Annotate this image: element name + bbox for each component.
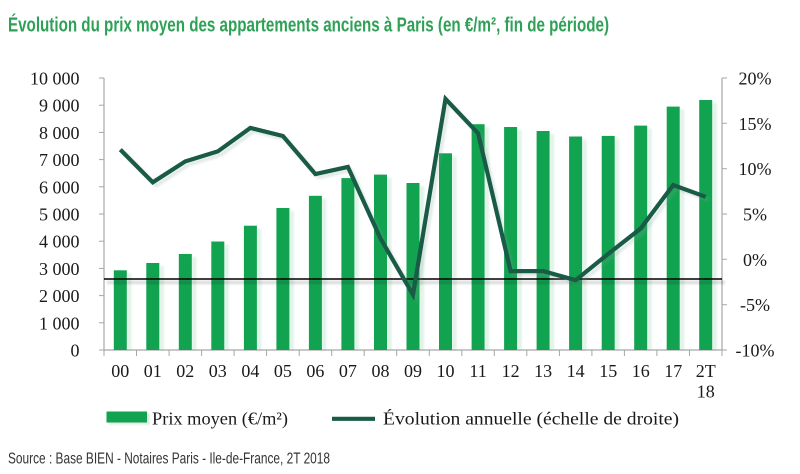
svg-text:2 000: 2 000 <box>39 286 80 306</box>
svg-text:09: 09 <box>404 361 422 381</box>
svg-text:5 000: 5 000 <box>39 205 80 225</box>
svg-text:06: 06 <box>306 361 324 381</box>
svg-text:08: 08 <box>372 361 390 381</box>
svg-text:-10%: -10% <box>736 341 775 361</box>
svg-text:00: 00 <box>111 361 129 381</box>
svg-text:Évolution annuelle (échelle de: Évolution annuelle (échelle de droite) <box>383 408 679 430</box>
svg-text:05: 05 <box>274 361 292 381</box>
svg-text:17: 17 <box>664 361 682 381</box>
svg-text:07: 07 <box>339 361 357 381</box>
svg-text:1 000: 1 000 <box>39 313 80 333</box>
svg-text:03: 03 <box>209 361 227 381</box>
svg-text:0: 0 <box>71 341 80 361</box>
svg-text:8 000: 8 000 <box>39 123 80 143</box>
svg-text:02: 02 <box>176 361 194 381</box>
svg-text:5%: 5% <box>743 205 767 225</box>
svg-text:10%: 10% <box>739 159 772 179</box>
svg-text:15: 15 <box>599 361 617 381</box>
svg-text:7 000: 7 000 <box>39 150 80 170</box>
svg-text:15%: 15% <box>739 114 772 134</box>
svg-text:Source : Base BIEN - Notaires: Source : Base BIEN - Notaires Paris - Il… <box>8 451 330 468</box>
svg-text:10: 10 <box>437 361 455 381</box>
svg-text:0%: 0% <box>743 250 767 270</box>
svg-text:Évolution du prix moyen des ap: Évolution du prix moyen des appartements… <box>8 14 609 37</box>
svg-text:13: 13 <box>534 361 552 381</box>
svg-text:3 000: 3 000 <box>39 259 80 279</box>
svg-text:01: 01 <box>144 361 162 381</box>
svg-text:12: 12 <box>502 361 520 381</box>
svg-text:14: 14 <box>567 361 585 381</box>
svg-text:2T: 2T <box>696 361 716 381</box>
svg-text:11: 11 <box>469 361 486 381</box>
svg-text:10 000: 10 000 <box>30 69 80 89</box>
svg-text:18: 18 <box>697 382 715 402</box>
svg-text:16: 16 <box>632 361 650 381</box>
svg-text:20%: 20% <box>739 69 772 89</box>
svg-text:9 000: 9 000 <box>39 96 80 116</box>
svg-text:4 000: 4 000 <box>39 232 80 252</box>
svg-text:04: 04 <box>241 361 259 381</box>
svg-text:Prix moyen (€/m²): Prix moyen (€/m²) <box>152 409 288 430</box>
svg-text:-5%: -5% <box>740 295 770 315</box>
svg-text:6 000: 6 000 <box>39 177 80 197</box>
